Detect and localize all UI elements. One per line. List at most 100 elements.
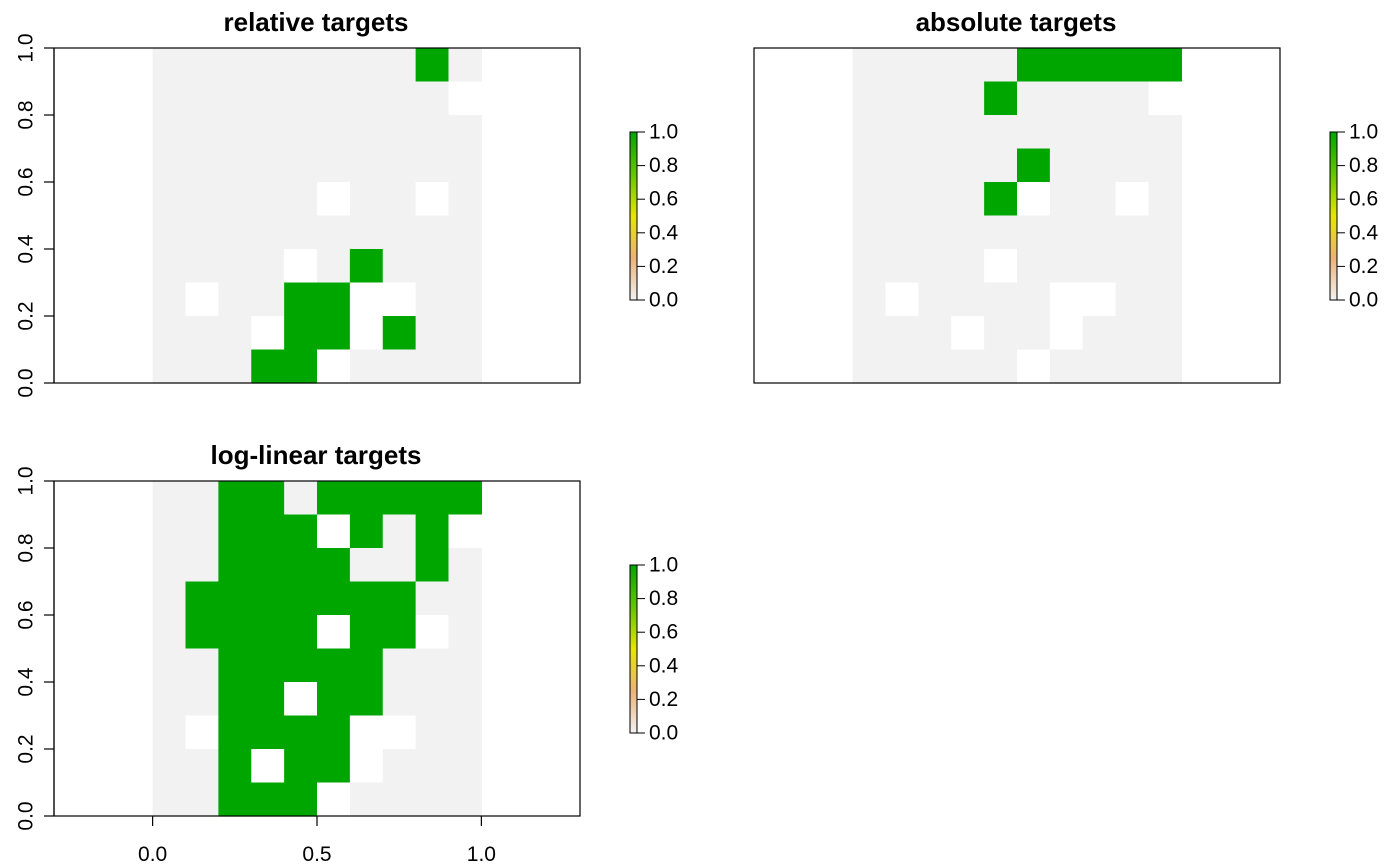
heatmap-cell xyxy=(382,349,417,384)
heatmap-cell xyxy=(251,481,285,516)
heatmap-cell xyxy=(448,182,482,217)
heatmap-cell xyxy=(415,782,450,817)
heatmap-cell xyxy=(382,148,417,183)
heatmap-cell xyxy=(317,782,351,817)
heatmap-cell xyxy=(382,749,417,784)
y-tick-label: 0.4 xyxy=(15,234,38,264)
heatmap-cell xyxy=(1148,249,1182,284)
panel-absolute-targets: absolute targets 0.0 0.2 0.4 0.6 0.8 1.0 xyxy=(753,7,1379,384)
heatmap-cell xyxy=(415,715,450,750)
heatmap-cell xyxy=(885,249,919,284)
heatmap-cell xyxy=(349,249,384,284)
heatmap-cell xyxy=(317,81,351,116)
heatmap-cell xyxy=(185,182,219,217)
heatmap-cell xyxy=(317,48,351,83)
heatmap-cell xyxy=(1017,349,1051,384)
heatmap-cell xyxy=(852,182,887,217)
heatmap-cell xyxy=(349,682,384,717)
heatmap-cell xyxy=(852,282,887,317)
heatmap-cell xyxy=(251,215,285,250)
heatmap-cell xyxy=(251,282,285,317)
heatmap-cell xyxy=(852,48,887,83)
heatmap-cell xyxy=(218,48,252,83)
heatmap-cell xyxy=(152,349,187,384)
heatmap-cell xyxy=(349,615,384,650)
panel-log-linear-targets: log-linear targets 0.0 0.2 0.4 0.6 0.8 1.0 0.… xyxy=(15,440,679,865)
heatmap-cell xyxy=(284,514,318,549)
heatmap-cell xyxy=(349,316,384,351)
heatmap-cell xyxy=(382,249,417,284)
heatmap-cell xyxy=(185,148,219,183)
heatmap-cell xyxy=(1049,349,1084,384)
heatmap-cell xyxy=(185,749,219,784)
heatmap-cell xyxy=(185,316,219,351)
legend-tick-label: 0.8 xyxy=(649,587,678,610)
heatmap-cell xyxy=(885,182,919,217)
heatmap-cell xyxy=(152,715,187,750)
legend-color-bar xyxy=(629,131,638,301)
heatmap-cell xyxy=(951,182,985,217)
heatmap-cell xyxy=(349,749,384,784)
heatmap-cell xyxy=(415,682,450,717)
heatmap-cell xyxy=(317,715,351,750)
legend-tick-label: 0.6 xyxy=(649,621,678,644)
heatmap-cell xyxy=(382,548,417,583)
color-legend: 0.0 0.2 0.4 0.6 0.8 1.0 xyxy=(629,121,679,312)
y-tick-label: 0.4 xyxy=(15,667,38,697)
heatmap-cell xyxy=(382,581,417,616)
heatmap-cell xyxy=(382,615,417,650)
heatmap-cell xyxy=(251,682,285,717)
heatmap-cell xyxy=(885,282,919,317)
heatmap-cell xyxy=(251,182,285,217)
y-tick-label: 0.6 xyxy=(15,167,38,196)
chart-title: absolute targets xyxy=(916,7,1117,37)
heatmap-cell xyxy=(185,782,219,817)
heatmap-cell xyxy=(852,215,887,250)
heatmap-cell xyxy=(218,782,252,817)
heatmap-cell xyxy=(885,115,919,150)
heatmap-cell xyxy=(415,215,450,250)
heatmap-cell xyxy=(415,749,450,784)
heatmap-cell xyxy=(218,282,252,317)
heatmap-cell xyxy=(349,715,384,750)
heatmap-cell xyxy=(1148,48,1182,83)
heatmap-cell xyxy=(284,615,318,650)
heatmap-cell xyxy=(218,349,252,384)
heatmap-cell xyxy=(218,514,252,549)
heatmap-cell xyxy=(349,548,384,583)
heatmap-cell xyxy=(251,316,285,351)
heatmap-cell xyxy=(1049,48,1084,83)
heatmap-cell xyxy=(218,182,252,217)
heatmap-cell xyxy=(951,81,985,116)
heatmap-cell xyxy=(218,682,252,717)
heatmap-cell xyxy=(382,182,417,217)
heatmap-cell xyxy=(152,782,187,817)
legend-tick-label: 0.4 xyxy=(1349,221,1379,244)
heatmap-cell xyxy=(218,249,252,284)
heatmap-cell xyxy=(284,115,318,150)
heatmap-cell xyxy=(448,316,482,351)
chart-title: relative targets xyxy=(224,7,409,37)
heatmap-cell xyxy=(349,282,384,317)
heatmap-cell xyxy=(448,514,482,549)
heatmap-cell xyxy=(1115,249,1150,284)
heatmap-cell xyxy=(317,349,351,384)
heatmap-cell xyxy=(918,182,952,217)
heatmap-cell xyxy=(382,316,417,351)
heatmap-cell xyxy=(1049,81,1084,116)
heatmap-cell xyxy=(984,81,1018,116)
heatmap-cell xyxy=(852,349,887,384)
color-legend: 0.0 0.2 0.4 0.6 0.8 1.0 xyxy=(629,554,679,745)
heatmap-cell xyxy=(218,115,252,150)
heatmap-cell xyxy=(152,249,187,284)
heatmap-cell xyxy=(1115,182,1150,217)
heatmap-cell xyxy=(951,215,985,250)
legend-tick-label: 0.4 xyxy=(649,654,679,677)
heatmap-cell xyxy=(852,316,887,351)
heatmap-cell xyxy=(448,282,482,317)
legend-tick-label: 0.4 xyxy=(649,221,679,244)
heatmap-cell xyxy=(251,648,285,683)
heatmap-cell xyxy=(1148,81,1182,116)
heatmap-cells xyxy=(152,481,482,817)
heatmap-cell xyxy=(251,749,285,784)
